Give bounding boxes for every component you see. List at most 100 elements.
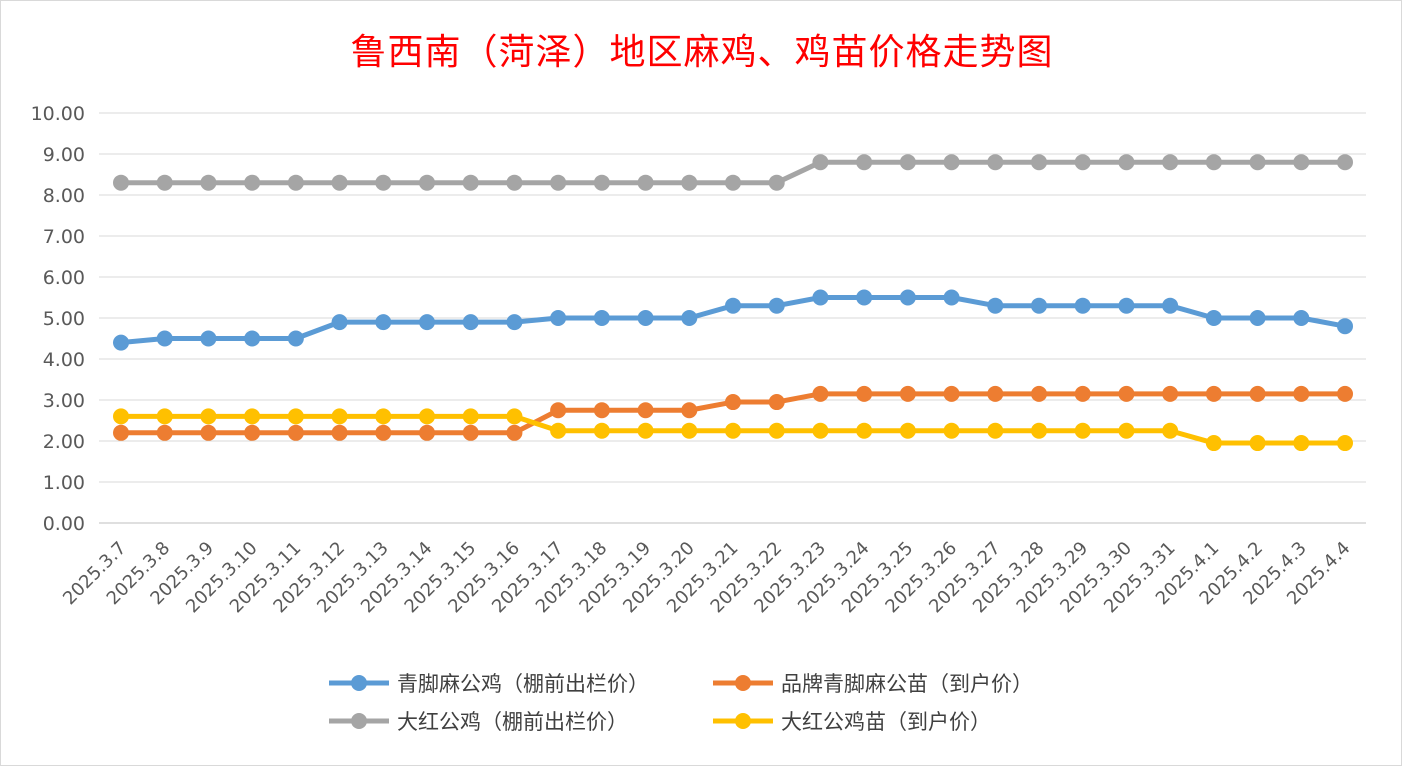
data-point (462, 174, 479, 191)
data-point (1074, 385, 1091, 402)
data-point (1249, 154, 1266, 171)
data-point (287, 330, 304, 347)
data-point (987, 154, 1004, 171)
data-point (1118, 154, 1135, 171)
data-point (681, 422, 698, 439)
data-point (1162, 154, 1179, 171)
legend-item: 大红公鸡（棚前出栏价） (329, 710, 628, 734)
data-point (375, 424, 392, 441)
data-point (462, 314, 479, 331)
data-point (1293, 435, 1310, 452)
data-point (768, 422, 785, 439)
legend-label: 品牌青脚麻公苗（到户价） (781, 672, 1033, 696)
data-point (812, 422, 829, 439)
data-point (506, 424, 523, 441)
x-axis: 2025.3.72025.3.82025.3.92025.3.102025.3.… (59, 538, 1355, 618)
data-point (899, 422, 916, 439)
data-point (244, 174, 261, 191)
y-tick-label: 2.00 (43, 431, 85, 453)
data-point (200, 174, 217, 191)
data-point (1031, 385, 1047, 402)
data-point (987, 385, 1004, 402)
data-point (1337, 318, 1353, 335)
data-point (1337, 385, 1353, 402)
data-point (637, 422, 654, 439)
y-tick-label: 3.00 (43, 390, 85, 412)
data-point (681, 174, 698, 191)
data-point (1249, 310, 1266, 326)
data-point (856, 422, 873, 439)
data-point (812, 154, 829, 171)
legend-marker (735, 713, 751, 729)
y-tick-label: 9.00 (43, 144, 85, 166)
data-point (1337, 435, 1353, 452)
data-point (287, 174, 304, 191)
data-point (156, 174, 173, 191)
data-point (375, 314, 392, 331)
legend-marker (351, 713, 367, 729)
data-point (419, 314, 435, 331)
data-point (506, 174, 523, 191)
data-point (200, 408, 217, 425)
y-tick-label: 5.00 (43, 308, 85, 330)
gridlines (99, 112, 1366, 524)
data-point (1162, 297, 1179, 314)
y-tick-label: 10.00 (31, 103, 85, 125)
data-point (244, 330, 261, 347)
data-point (768, 174, 785, 191)
data-point (1074, 154, 1091, 171)
y-tick-label: 4.00 (43, 349, 85, 371)
data-point (725, 174, 741, 191)
data-point (419, 424, 435, 441)
data-point (725, 297, 741, 314)
data-point (1337, 154, 1353, 171)
data-point (550, 310, 567, 326)
data-point (1074, 422, 1091, 439)
data-point (375, 408, 392, 425)
data-point (1118, 385, 1135, 402)
data-point (681, 310, 698, 326)
data-point (506, 408, 523, 425)
data-point (1031, 297, 1047, 314)
data-point (113, 174, 129, 191)
data-point (1293, 385, 1310, 402)
data-point (637, 174, 654, 191)
y-axis: 0.00 1.00 2.00 3.00 4.00 5.00 6.00 7.00 8.00 9.00… (31, 103, 85, 535)
y-tick-label: 1.00 (43, 472, 85, 494)
data-point (1074, 297, 1091, 314)
data-point (200, 424, 217, 441)
y-tick-label: 8.00 (43, 185, 85, 207)
y-tick-label: 0.00 (43, 513, 85, 535)
data-point (987, 422, 1004, 439)
data-point (156, 330, 173, 347)
data-point (156, 408, 173, 425)
data-point (943, 385, 960, 402)
data-point (1205, 154, 1222, 171)
legend-label: 青脚麻公鸡（棚前出栏价） (397, 672, 649, 696)
data-point (1205, 310, 1222, 326)
legend-item: 青脚麻公鸡（棚前出栏价） (329, 672, 649, 696)
series-3 (113, 154, 1353, 191)
data-point (943, 289, 960, 306)
series-2 (113, 385, 1353, 441)
data-point (593, 174, 610, 191)
data-point (113, 424, 129, 441)
data-point (462, 408, 479, 425)
data-point (637, 402, 654, 419)
data-point (200, 330, 217, 347)
data-point (725, 422, 741, 439)
data-point (856, 289, 873, 306)
data-point (419, 408, 435, 425)
data-point (419, 174, 435, 191)
series-4 (113, 408, 1353, 452)
data-point (943, 154, 960, 171)
data-point (681, 402, 698, 419)
data-point (1162, 422, 1179, 439)
data-point (331, 174, 348, 191)
data-point (375, 174, 392, 191)
data-point (637, 310, 654, 326)
legend-marker (735, 675, 751, 691)
data-point (287, 424, 304, 441)
data-point (287, 408, 304, 425)
data-point (506, 314, 523, 331)
